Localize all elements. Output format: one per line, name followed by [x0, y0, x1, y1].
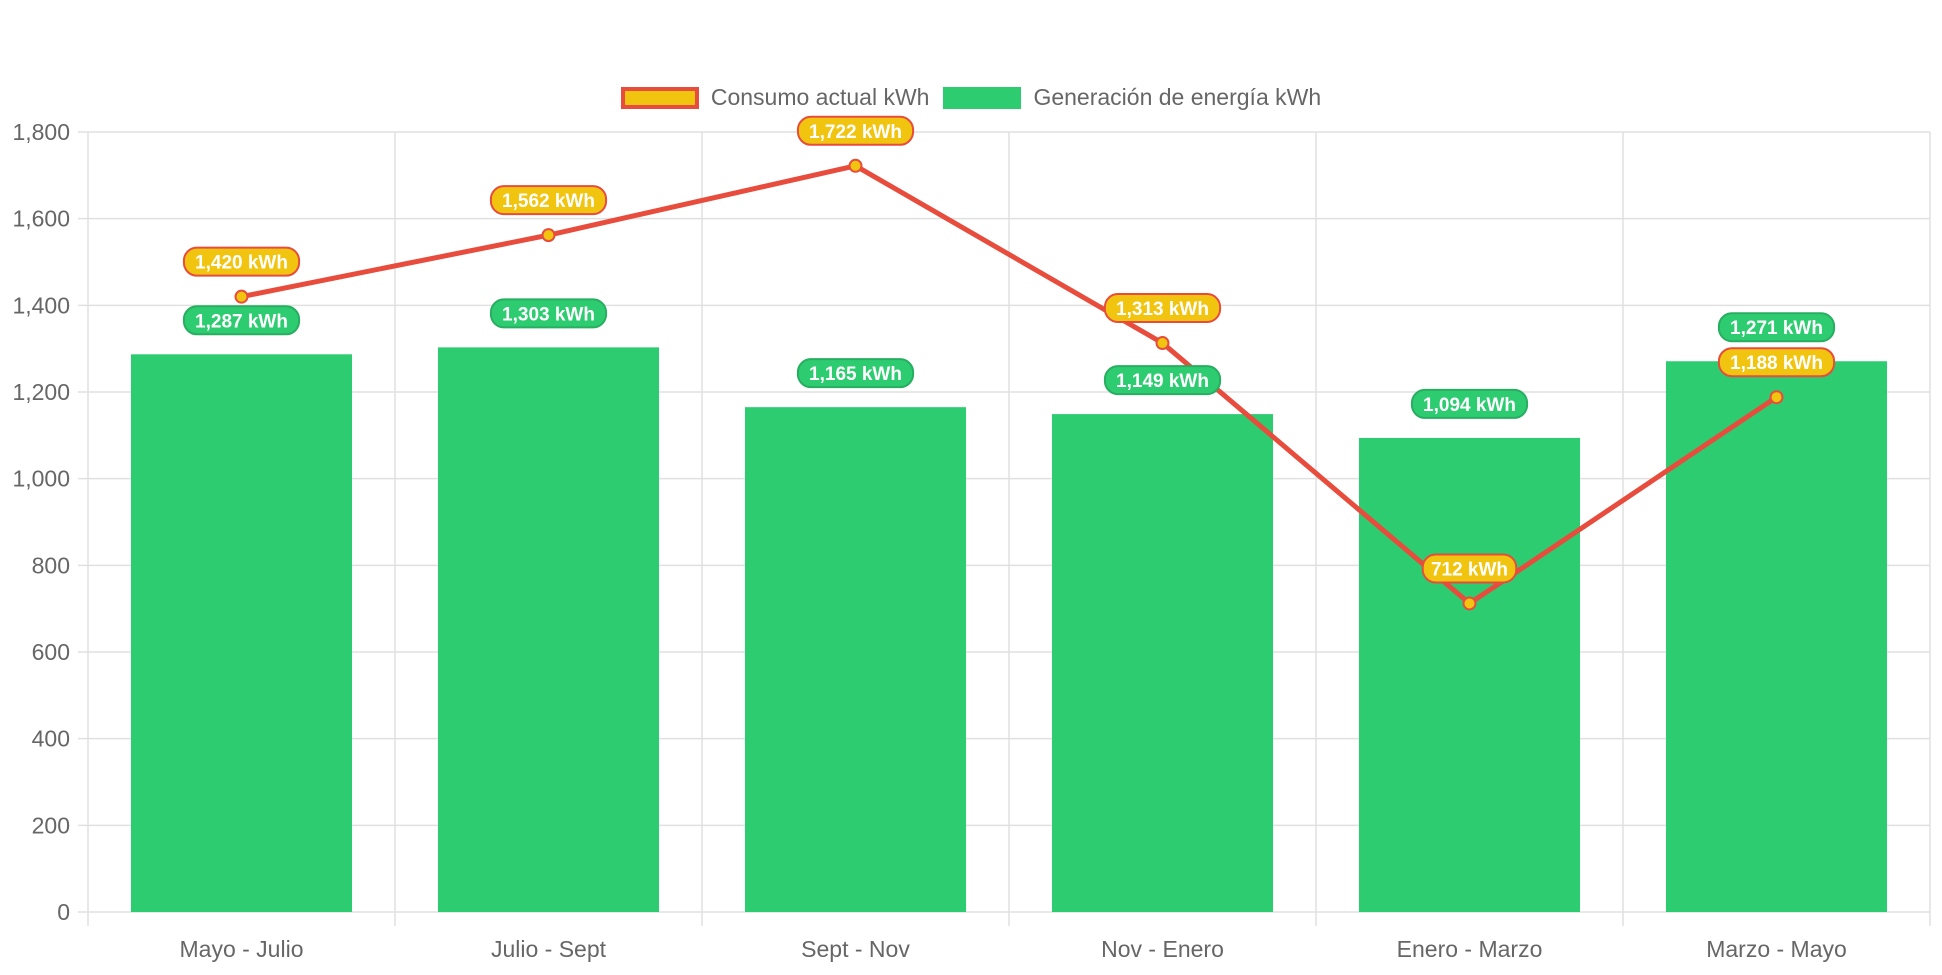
y-tick-label: 1,800	[12, 119, 70, 145]
line-data-label: 1,562 kWh	[489, 185, 608, 216]
x-tick-label: Sept - Nov	[801, 936, 910, 962]
bar	[130, 354, 353, 912]
bar-data-label-bg	[1103, 365, 1222, 396]
line-point	[1155, 336, 1170, 351]
y-tick-label: 1,600	[12, 206, 70, 232]
bar-data-label-bg	[182, 305, 301, 336]
bar-data-label: 1,094 kWh	[1410, 388, 1529, 419]
line-data-label-text: 1,562 kWh	[502, 191, 595, 212]
line-data-label-text: 712 kWh	[1431, 559, 1508, 580]
legend-item-generacion[interactable]: Generación de energía kWh	[943, 84, 1321, 111]
legend-swatch-consumo	[620, 86, 699, 109]
bar-data-label: 1,303 kWh	[489, 298, 608, 329]
y-tick-label: 1,400	[12, 292, 70, 318]
x-tick-label: Nov - Enero	[1101, 936, 1224, 962]
line-data-label: 1,722 kWh	[796, 115, 915, 146]
line-point	[541, 228, 556, 243]
y-tick-label: 600	[32, 639, 70, 665]
line-data-label-text: 1,313 kWh	[1116, 299, 1209, 320]
bar-data-label-bg	[1717, 312, 1836, 343]
bar-data-label: 1,165 kWh	[796, 358, 915, 389]
line-data-label: 1,420 kWh	[182, 246, 301, 277]
x-tick-label: Mayo - Julio	[180, 936, 304, 962]
bar-data-label: 1,271 kWh	[1717, 312, 1836, 343]
bar-data-label-text: 1,149 kWh	[1116, 371, 1209, 392]
bar-data-label-text: 1,094 kWh	[1423, 395, 1516, 416]
bar	[437, 347, 660, 912]
line-data-label: 1,313 kWh	[1103, 293, 1222, 324]
bar	[1358, 437, 1581, 912]
bar	[1051, 414, 1274, 912]
line-data-label-bg	[1103, 293, 1222, 324]
y-tick-label: 1,000	[12, 466, 70, 492]
y-tick-label: 1,200	[12, 379, 70, 405]
line-point	[1769, 390, 1784, 405]
x-tick-label: Julio - Sept	[491, 936, 607, 962]
legend-swatch-generacion	[943, 86, 1022, 109]
line-data-label-bg	[1717, 347, 1836, 378]
x-tick-label: Marzo - Mayo	[1706, 936, 1847, 962]
y-tick-label: 800	[32, 552, 70, 578]
line-data-label-text: 1,722 kWh	[809, 122, 902, 143]
bar	[1665, 361, 1888, 912]
line-point	[234, 289, 249, 304]
line-data-label-bg	[1421, 553, 1518, 584]
bar-data-label-bg	[1410, 388, 1529, 419]
line-data-label-text: 1,188 kWh	[1730, 353, 1823, 374]
line-data-label: 1,188 kWh	[1717, 347, 1836, 378]
legend-item-consumo[interactable]: Consumo actual kWh	[620, 84, 930, 111]
line-data-label: 712 kWh	[1421, 553, 1518, 584]
bar-data-label-text: 1,165 kWh	[809, 364, 902, 385]
bar-data-label-text: 1,303 kWh	[502, 304, 595, 325]
legend-label-consumo: Consumo actual kWh	[710, 84, 930, 110]
line-data-label-text: 1,420 kWh	[195, 253, 288, 274]
bar-data-label-text: 1,287 kWh	[195, 311, 288, 332]
line-data-label-bg	[182, 246, 301, 277]
bar-data-label: 1,149 kWh	[1103, 365, 1222, 396]
line-data-label-bg	[489, 185, 608, 216]
legend: Consumo actual kWh Generación de energía…	[0, 84, 1942, 111]
y-tick-label: 400	[32, 726, 70, 752]
line-series	[241, 163, 1778, 606]
y-tick-label: 200	[32, 812, 70, 838]
line-data-label-bg	[796, 115, 915, 146]
bar	[744, 407, 967, 912]
x-tick-label: Enero - Marzo	[1397, 936, 1543, 962]
legend-label-generacion: Generación de energía kWh	[1033, 84, 1322, 110]
bar-data-label-bg	[489, 298, 608, 329]
line-point	[1462, 596, 1477, 611]
bar-data-label: 1,287 kWh	[182, 305, 301, 336]
bar-data-label-bg	[796, 358, 915, 389]
bar-data-label-text: 1,271 kWh	[1730, 318, 1823, 339]
y-tick-label: 0	[57, 899, 70, 925]
line-point	[848, 158, 863, 173]
